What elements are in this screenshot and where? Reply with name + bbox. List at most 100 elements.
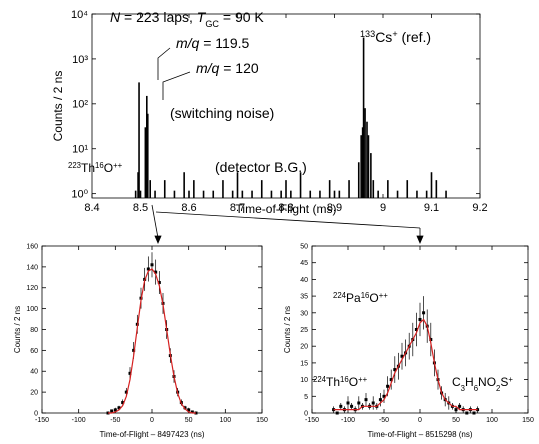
annotation-part: 6 bbox=[474, 384, 478, 393]
bracket-line bbox=[162, 71, 191, 100]
x-axis-label: Time-of-Flight – 8497423 (ns) bbox=[99, 430, 204, 439]
y-tick-label: 80 bbox=[30, 327, 38, 334]
annotation-part: C bbox=[452, 375, 461, 389]
annotation-part: 16 bbox=[340, 375, 349, 384]
y-tick-label: 140 bbox=[26, 264, 38, 271]
annotation-part: 2 bbox=[496, 384, 500, 393]
y-tick-label: 10 bbox=[300, 377, 308, 384]
x-tick-label: 150 bbox=[522, 417, 534, 424]
annotation-part: = 223 laps, bbox=[120, 9, 197, 25]
fit-line bbox=[333, 318, 478, 411]
data-point bbox=[150, 263, 154, 267]
annotation-part: m/q bbox=[176, 35, 200, 51]
data-point bbox=[121, 401, 125, 405]
annotation: m/q = 120 bbox=[196, 60, 259, 76]
annotation-part: 224 bbox=[333, 291, 347, 300]
data-point bbox=[132, 348, 136, 352]
data-point bbox=[187, 408, 191, 412]
annotation: m/q = 119.5 bbox=[176, 35, 250, 51]
y-tick-label: 0 bbox=[34, 410, 38, 417]
annotation-part: O bbox=[369, 291, 378, 305]
data-point bbox=[389, 378, 393, 382]
data-point bbox=[454, 408, 458, 412]
data-point bbox=[110, 409, 114, 413]
annotation-part: ++ bbox=[379, 291, 389, 300]
panel: 8.4 8.5 8.6 8.7 8.8 8.9 9 9.1 9.2 10⁰ 10¹ 10² 10³ 10⁴… bbox=[51, 9, 488, 216]
annotation: N = 223 laps, TGC = 90 K bbox=[110, 9, 264, 29]
fit-line bbox=[108, 268, 196, 414]
y-tick-label: 100 bbox=[26, 306, 38, 313]
data-point bbox=[350, 404, 354, 408]
y-tick-label: 10⁴ bbox=[71, 9, 88, 21]
data-point bbox=[128, 371, 132, 375]
x-tick-label: -50 bbox=[110, 417, 120, 424]
y-tick-label: 10¹ bbox=[72, 144, 88, 156]
data-point bbox=[418, 317, 422, 321]
annotation-part: ++ bbox=[358, 375, 368, 384]
panel: -150 -100 -50 0 50 100 150 0 5 10 15 20 25 30 35 40 45 50… bbox=[283, 243, 534, 439]
annotation: (switching noise) bbox=[170, 105, 274, 121]
data-point bbox=[414, 328, 418, 331]
data-point bbox=[378, 398, 382, 402]
y-tick-label: 60 bbox=[30, 348, 38, 355]
y-axis-label: Counts / 2 ns bbox=[51, 71, 65, 142]
x-tick-label: 100 bbox=[219, 417, 231, 424]
annotation-part: 133 bbox=[360, 29, 375, 39]
x-tick-label: 0 bbox=[150, 417, 154, 424]
x-tick-label: 50 bbox=[452, 417, 460, 424]
data-point bbox=[157, 281, 161, 285]
data-point bbox=[117, 406, 121, 410]
arrow-line bbox=[155, 211, 421, 229]
x-tick-label: 8.6 bbox=[181, 202, 196, 214]
data-point bbox=[335, 411, 339, 415]
y-tick-label: 35 bbox=[300, 294, 308, 301]
annotation-part: 16 bbox=[361, 291, 370, 300]
annotation-part: O bbox=[104, 161, 113, 175]
y-tick-label: 30 bbox=[300, 310, 308, 317]
x-tick-label: -150 bbox=[305, 417, 319, 424]
data-point bbox=[472, 411, 476, 415]
x-tick-label: -150 bbox=[35, 417, 49, 424]
x-tick-label: 8.5 bbox=[133, 202, 148, 214]
data-point bbox=[146, 267, 150, 271]
annotation-part: NO bbox=[478, 375, 496, 389]
annotation: 224Th16O++ bbox=[313, 375, 368, 390]
data-point bbox=[400, 354, 404, 358]
annotation-part: H bbox=[465, 375, 474, 389]
x-tick-label: 9.2 bbox=[472, 202, 487, 214]
x-tick-label: 9.1 bbox=[424, 202, 439, 214]
x-tick-label: 8.7 bbox=[230, 202, 245, 214]
data-point bbox=[429, 338, 433, 342]
data-point bbox=[382, 394, 386, 398]
y-tick-label: 45 bbox=[300, 260, 308, 267]
annotation-part: Th bbox=[326, 375, 340, 389]
y-tick-label: 10² bbox=[72, 99, 88, 111]
annotation-part: (ref.) bbox=[398, 29, 431, 45]
y-tick-label: 40 bbox=[30, 369, 38, 376]
data-point bbox=[364, 398, 368, 402]
x-tick-label: 8.8 bbox=[278, 202, 293, 214]
annotation-part: 223 bbox=[68, 161, 81, 170]
annotation-part: N bbox=[110, 9, 121, 25]
y-tick-label: 5 bbox=[304, 394, 308, 401]
annotation-part: Pa bbox=[346, 291, 361, 305]
annotation-part: T bbox=[197, 9, 207, 25]
y-tick-label: 0 bbox=[304, 410, 308, 417]
y-axis-label: Counts / 2 ns bbox=[13, 306, 22, 353]
data-point bbox=[339, 404, 343, 408]
data-point bbox=[357, 401, 361, 405]
panel: -150 -100 -50 0 50 100 150 0 20 40 60 80 100 120 140 16… bbox=[13, 161, 268, 440]
annotation-part: = 90 K bbox=[219, 9, 264, 25]
x-tick-label: -100 bbox=[341, 417, 355, 424]
data-point bbox=[458, 404, 462, 408]
x-tick-label: 50 bbox=[185, 417, 193, 424]
y-tick-label: 10³ bbox=[72, 54, 88, 66]
annotation-part: ++ bbox=[113, 161, 123, 170]
annotation: (detector B.G.) bbox=[215, 159, 307, 175]
annotation-part: GC bbox=[205, 19, 219, 29]
y-tick-label: 50 bbox=[300, 243, 308, 250]
y-tick-label: 40 bbox=[300, 277, 308, 284]
x-tick-label: 8.4 bbox=[84, 202, 99, 214]
